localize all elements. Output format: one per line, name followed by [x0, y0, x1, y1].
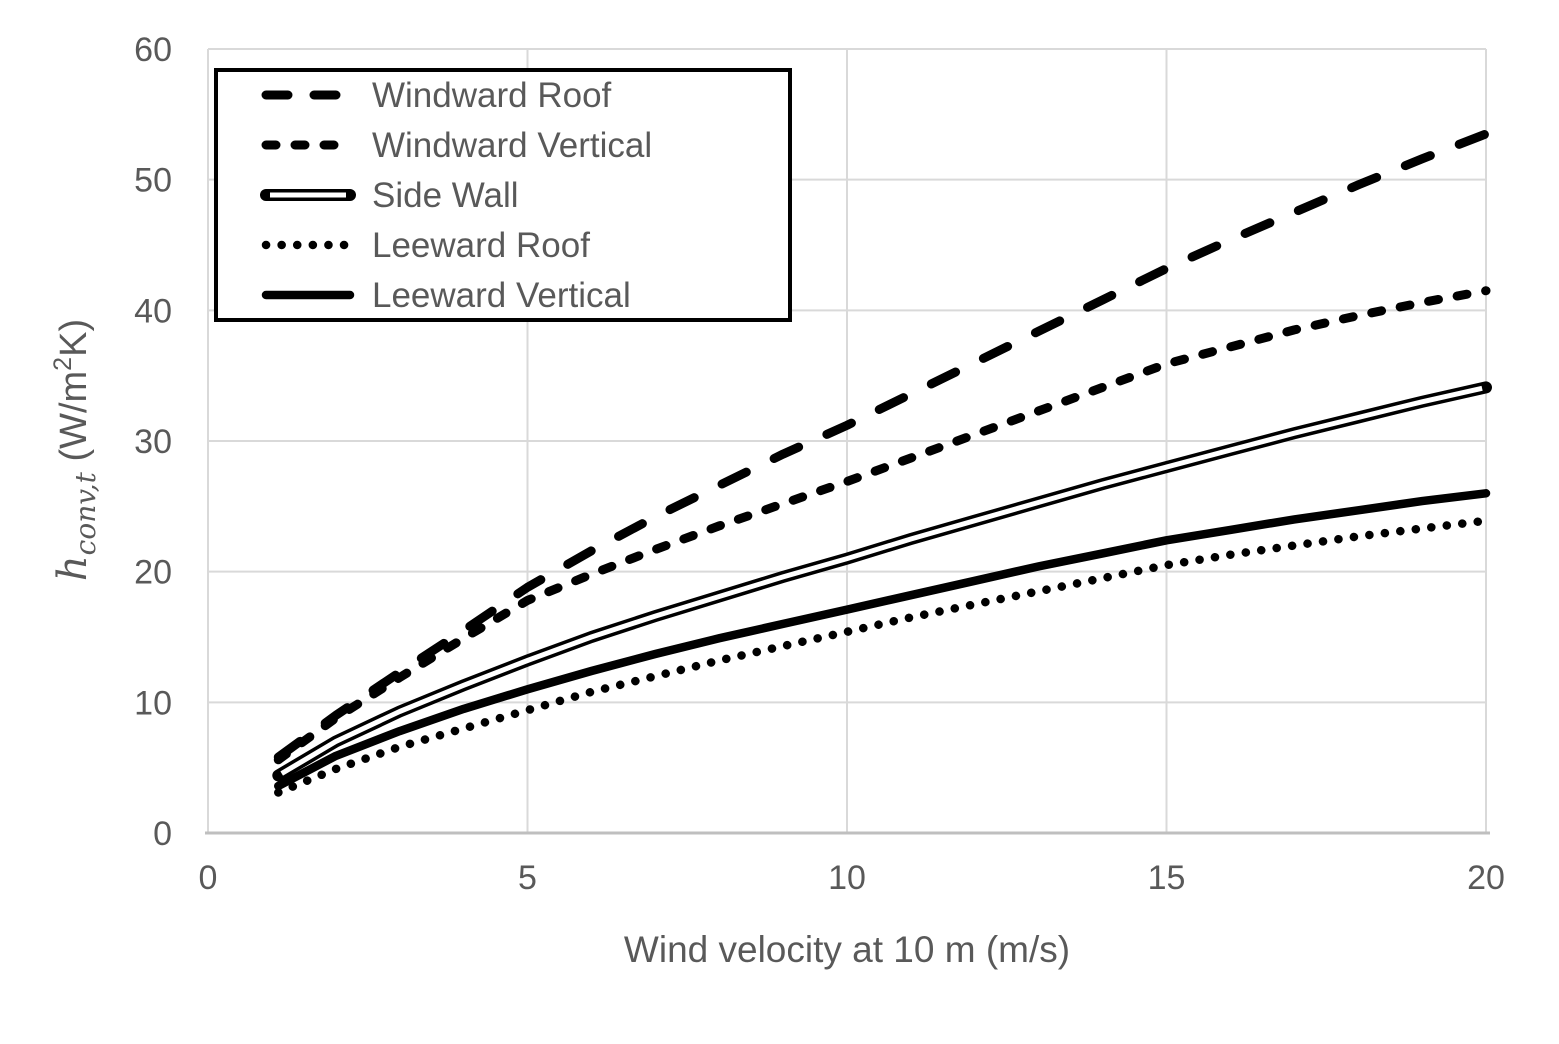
y-tick-label: 30: [134, 423, 172, 461]
legend-label: Windward Roof: [372, 76, 612, 115]
legend-item: Windward Roof: [261, 76, 612, 115]
legend: Windward Roof Windward Vertical Side Wall L…: [214, 68, 792, 322]
x-tick-labels: 0 5 10 15 20: [199, 859, 1505, 897]
x-tick-label: 10: [828, 859, 866, 897]
curve-windward-roof: [273, 129, 1491, 762]
legend-label: Leeward Vertical: [372, 276, 631, 315]
y-tick-label: 0: [153, 815, 172, 853]
y-tick-label: 20: [134, 554, 172, 592]
y-tick-label: 40: [134, 292, 172, 330]
legend-label: Windward Vertical: [372, 126, 652, 165]
y-tick-label: 10: [134, 684, 172, 722]
x-tick-label: 0: [199, 859, 218, 897]
legend-item: Leeward Vertical: [261, 276, 631, 315]
curve-leeward-vertical: [274, 489, 1491, 791]
curves: [272, 129, 1492, 797]
curve-windward-vertical: [273, 286, 1491, 765]
legend-label: Leeward Roof: [372, 226, 590, 265]
x-axis-title: Wind velocity at 10 m (m/s): [624, 929, 1070, 970]
legend-box: [214, 68, 792, 322]
legend-item: Windward Vertical: [261, 126, 652, 165]
curve-leeward-roof: [274, 516, 1491, 797]
y-tick-labels: 0 10 20 30 40 50 60: [134, 31, 172, 853]
legend-label: Side Wall: [372, 176, 519, 215]
y-axis-title: hconv,t (W/m2K): [49, 319, 102, 581]
x-tick-label: 5: [518, 859, 537, 897]
x-tick-label: 15: [1148, 859, 1186, 897]
curve-side-wall: [280, 385, 1483, 776]
y-tick-label: 50: [134, 162, 172, 200]
legend-item: Side Wall: [260, 176, 519, 215]
legend-item: Leeward Roof: [261, 226, 590, 265]
y-tick-label: 60: [134, 31, 172, 69]
curve-side-wall: [272, 381, 1492, 782]
x-tick-label: 20: [1467, 859, 1505, 897]
